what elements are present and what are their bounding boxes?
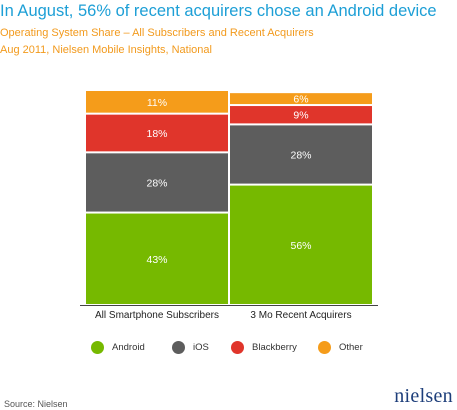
- bar-segment-other-2: [230, 93, 372, 105]
- data-label-android-1: 43%: [146, 254, 167, 266]
- legend-label-ios: iOS: [193, 342, 209, 353]
- bar-segment-blackberry-2: [230, 106, 372, 124]
- legend-swatch-android: [91, 341, 104, 354]
- bar-segment-ios-2: [230, 125, 372, 184]
- data-label-ios-1: 28%: [146, 177, 167, 189]
- bar-segment-ios-1: [86, 153, 228, 212]
- legend-item-blackberry: Blackberry: [231, 341, 297, 354]
- data-label-other-2: 6%: [293, 94, 308, 106]
- bar-segment-blackberry-1: [86, 114, 228, 152]
- legend-swatch-blackberry: [231, 341, 244, 354]
- legend-label-blackberry: Blackberry: [252, 342, 297, 353]
- nielsen-logo: nielsen: [394, 385, 453, 407]
- data-label-blackberry-1: 18%: [146, 128, 167, 140]
- bar-segment-android-2: [230, 185, 372, 304]
- legend-label-android: Android: [112, 342, 145, 353]
- chart-title: In August, 56% of recent acquirers chose…: [0, 2, 437, 20]
- data-label-ios-2: 28%: [290, 150, 311, 162]
- data-label-blackberry-2: 9%: [293, 110, 308, 122]
- legend-item-other: Other: [318, 341, 363, 354]
- chart-legend: Android iOS Blackberry Other: [0, 341, 457, 359]
- x-tick-label-1: All Smartphone Subscribers: [95, 310, 219, 321]
- legend-label-other: Other: [339, 342, 363, 353]
- data-label-android-2: 56%: [290, 240, 311, 252]
- chart-subtitle: Operating System Share – All Subscribers…: [0, 27, 314, 39]
- legend-swatch-other: [318, 341, 331, 354]
- source-note: Source: Nielsen: [4, 399, 68, 409]
- bar-segment-android-1: [86, 213, 228, 304]
- bar-segment-other-1: [86, 91, 228, 113]
- legend-item-ios: iOS: [172, 341, 209, 354]
- data-label-other-1: 11%: [147, 97, 167, 109]
- legend-swatch-ios: [172, 341, 185, 354]
- chart-date-line: Aug 2011, Nielsen Mobile Insights, Natio…: [0, 44, 212, 56]
- legend-item-android: Android: [91, 341, 145, 354]
- x-tick-label-2: 3 Mo Recent Acquirers: [250, 310, 351, 321]
- stacked-bar-chart: 43% 28% 18% 11% All Smartphone Subscribers 56…: [80, 91, 378, 321]
